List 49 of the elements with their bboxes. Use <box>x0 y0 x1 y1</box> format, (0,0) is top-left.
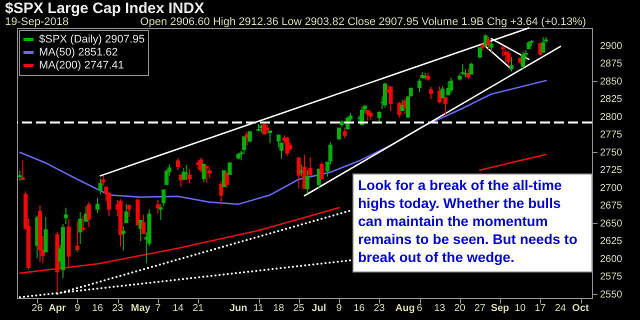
x-tick-label: Aug <box>395 303 415 314</box>
x-tick-label: 27 <box>474 303 486 314</box>
x-tick-label: 25 <box>293 303 305 314</box>
x-tick-label: 11 <box>253 303 264 314</box>
legend-label: $SPX (Daily) 2907.95 <box>39 34 145 46</box>
y-tick-label: 2800 <box>600 112 623 123</box>
x-tick-label: Jun <box>229 303 248 314</box>
chart-title: $SPX Large Cap Index INDX <box>5 0 204 17</box>
x-tick-label: 10 <box>514 303 526 314</box>
x-tick-label: 21 <box>192 303 204 314</box>
y-tick-label: 2850 <box>600 76 623 88</box>
y-tick-label: 2900 <box>600 40 623 52</box>
y-tick-label: 2700 <box>600 182 623 194</box>
x-tick-label: Jul <box>312 303 326 314</box>
x-tick-label: 23 <box>374 303 386 314</box>
x-tick-label: May <box>130 303 151 314</box>
x-tick-label: Oct <box>572 303 590 314</box>
x-tick-label: Sep <box>490 303 510 314</box>
x-tick-label: 6 <box>416 303 423 314</box>
x-tick-label: 23 <box>112 303 124 314</box>
y-tick-label: 2600 <box>600 254 623 265</box>
y-tick-label: 2725 <box>600 165 623 176</box>
x-tick-label: 14 <box>172 303 184 314</box>
x-tick-label: 16 <box>354 303 366 314</box>
chart-subtitle: 19-Sep-2018 <box>5 16 69 28</box>
legend-label: MA(50) 2851.62 <box>39 46 118 58</box>
y-tick-label: 2575 <box>600 272 623 283</box>
legend-label: MA(200) 2747.41 <box>39 60 124 72</box>
x-tick-label: 18 <box>273 303 285 314</box>
y-tick-label: 2775 <box>600 130 623 141</box>
y-tick-label: 2550 <box>600 289 623 300</box>
x-tick-label: 17 <box>534 303 546 314</box>
y-tick-label: 2875 <box>600 58 623 70</box>
x-tick-label: 13 <box>434 303 446 314</box>
y-tick-label: 2750 <box>600 147 623 158</box>
x-tick-label: 24 <box>554 303 566 314</box>
x-tick-label: 20 <box>454 303 466 314</box>
x-tick-label: 9 <box>74 303 81 314</box>
x-tick-label: 7 <box>155 303 162 314</box>
y-tick-label: 2825 <box>600 94 623 106</box>
text: Open 2906.60 High 2912.36 Low 2903.82 Close 2907.95 Volume 1.9B Chg +3.64 (+0.13%) <box>140 16 586 28</box>
x-tick-label: 9 <box>336 303 342 314</box>
x-tick-label: 26 <box>32 303 44 314</box>
x-tick-label: Apr <box>48 303 66 314</box>
y-tick-label: 2650 <box>600 218 623 230</box>
x-tick-label: 16 <box>92 303 104 314</box>
y-tick-label: 2625 <box>600 236 623 248</box>
y-tick-label: 2675 <box>600 200 623 212</box>
annotation: Look for a break of the all-time highs today. Whether the bulls can maintain the momentum remains to be seen. But needs to break out of the wedge. <box>358 177 578 265</box>
